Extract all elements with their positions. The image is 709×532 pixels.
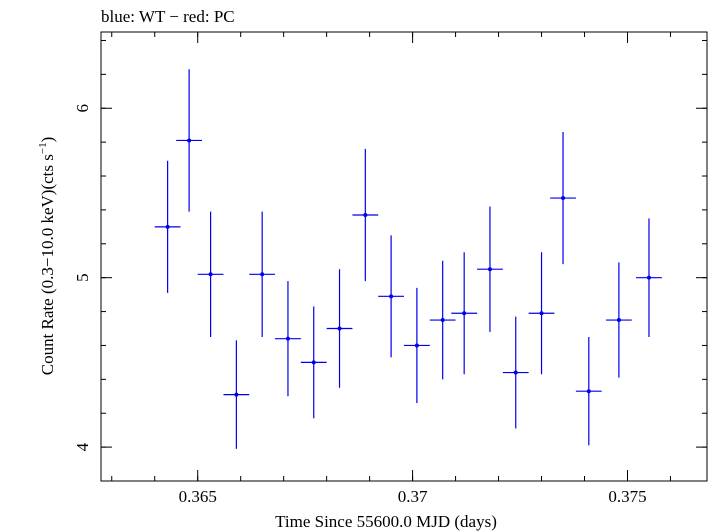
data-point <box>197 211 224 337</box>
data-point <box>352 148 379 282</box>
y-axis-label-superscript: −1 <box>37 142 49 154</box>
data-point <box>404 287 430 404</box>
data-marker <box>586 389 591 394</box>
data-point <box>300 306 327 419</box>
y-tick-label: 5 <box>73 273 92 282</box>
data-point <box>575 336 602 446</box>
series-layer <box>154 69 662 449</box>
x-tick-label: 0.37 <box>398 487 428 506</box>
data-marker <box>363 212 368 217</box>
data-marker <box>389 294 394 299</box>
x-tick-label: 0.375 <box>608 487 646 506</box>
data-marker <box>646 275 651 280</box>
data-marker <box>616 318 621 323</box>
data-marker <box>513 370 518 375</box>
data-point <box>176 69 202 212</box>
y-axis-ticks <box>101 39 707 482</box>
data-point <box>249 211 276 337</box>
data-point <box>606 262 632 378</box>
data-point <box>378 235 404 358</box>
data-point <box>326 269 353 388</box>
data-marker <box>539 311 544 316</box>
data-series <box>154 69 662 449</box>
y-tick-label: 4 <box>73 442 92 451</box>
y-axis-label-close: ) <box>38 137 57 143</box>
data-marker <box>285 336 290 341</box>
data-point <box>154 160 181 293</box>
data-marker <box>311 360 316 365</box>
data-marker <box>561 196 566 201</box>
data-marker <box>487 267 492 272</box>
data-point <box>550 131 576 265</box>
data-marker <box>187 138 192 143</box>
data-marker <box>414 343 419 348</box>
data-marker <box>260 272 265 277</box>
x-tick-label: 0.365 <box>179 487 217 506</box>
data-marker <box>462 311 467 316</box>
data-point <box>429 260 456 380</box>
chart-title: blue: WT − red: PC <box>101 7 235 26</box>
y-axis-tick-labels: 4 5 6 <box>73 104 92 451</box>
y-axis-label-main: Count Rate (0.3−10.0 keV)(cts s <box>38 154 57 375</box>
data-point <box>275 281 301 397</box>
data-marker <box>208 272 213 277</box>
data-point <box>502 316 529 429</box>
data-point <box>636 218 662 337</box>
y-axis-label: Count Rate (0.3−10.0 keV)(cts s−1) <box>37 137 57 376</box>
data-point <box>223 340 250 449</box>
data-point <box>477 206 503 332</box>
data-point <box>528 252 555 375</box>
plot-frame <box>100 31 708 482</box>
x-axis-tick-labels: 0.365 0.37 0.375 <box>179 487 647 506</box>
data-marker <box>337 326 342 331</box>
y-tick-label: 6 <box>73 104 92 113</box>
data-marker <box>165 224 170 229</box>
data-marker <box>440 318 445 323</box>
x-axis-label: Time Since 55600.0 MJD (days) <box>275 512 497 531</box>
data-marker <box>234 392 239 397</box>
x-axis-ticks <box>111 32 671 481</box>
data-point <box>451 252 478 375</box>
